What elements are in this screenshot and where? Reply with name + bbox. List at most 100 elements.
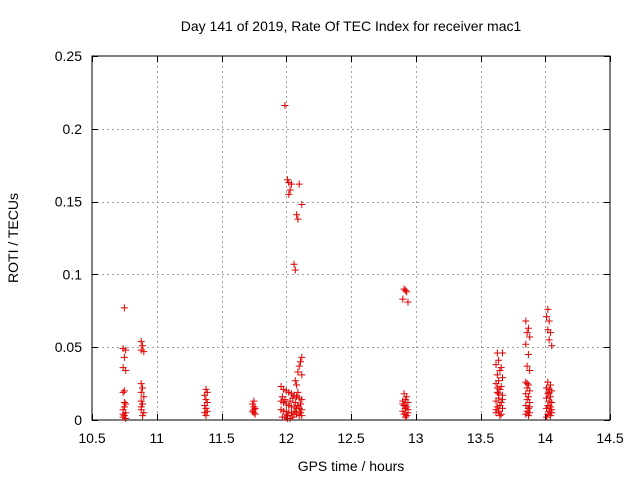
data-point (201, 401, 209, 409)
data-point (524, 412, 532, 420)
y-tick-label: 0.2 (63, 121, 83, 137)
data-point (120, 399, 128, 407)
data-point (202, 385, 210, 393)
y-tick-label: 0.05 (55, 339, 82, 355)
data-point (497, 383, 505, 391)
data-point (291, 407, 299, 415)
data-point (492, 380, 500, 388)
y-axis-title: ROTI / TECUs (5, 193, 21, 283)
data-point (548, 399, 556, 407)
data-point (120, 387, 128, 395)
data-point (545, 388, 553, 396)
data-point (404, 399, 412, 407)
data-point (286, 186, 294, 194)
data-point (139, 342, 147, 350)
data-point (290, 260, 298, 268)
data-point (281, 102, 289, 110)
data-point (119, 410, 127, 418)
data-point (499, 396, 507, 404)
data-point (298, 412, 306, 420)
data-point (546, 403, 554, 411)
data-point (399, 295, 407, 303)
data-point (548, 342, 556, 350)
data-point (139, 384, 147, 392)
data-point (524, 324, 532, 332)
data-point (289, 413, 297, 421)
data-point (250, 406, 258, 414)
data-point (497, 399, 505, 407)
data-point (140, 348, 148, 356)
data-point (293, 381, 301, 389)
data-point (201, 391, 209, 399)
y-tick-label: 0.15 (55, 194, 82, 210)
data-point (201, 409, 209, 417)
data-point (492, 406, 500, 414)
data-point (122, 400, 130, 408)
data-point (122, 346, 130, 354)
data-point (492, 361, 500, 369)
data-point (298, 201, 306, 209)
data-point (401, 413, 409, 421)
x-tick-label: 14 (537, 430, 553, 446)
data-point (543, 413, 551, 421)
data-point (294, 215, 302, 223)
data-point (294, 368, 302, 376)
x-tick-label: 13 (408, 430, 424, 446)
data-point (140, 409, 148, 417)
data-point (399, 407, 407, 415)
data-point (285, 190, 293, 198)
x-tick-label: 13.5 (467, 430, 494, 446)
data-point (202, 396, 210, 404)
data-point (139, 400, 147, 408)
data-point (403, 403, 411, 411)
data-point (493, 384, 501, 392)
data-point (526, 387, 534, 395)
data-point (281, 396, 289, 404)
data-point (287, 180, 295, 188)
x-tick-label: 10.5 (78, 430, 105, 446)
data-point (120, 412, 128, 420)
data-point (524, 404, 532, 412)
data-points (119, 102, 556, 423)
data-point (291, 266, 299, 274)
data-point (499, 404, 507, 412)
data-point (202, 404, 210, 412)
y-tick-label: 0.25 (55, 48, 82, 64)
data-point (249, 400, 257, 408)
data-point (119, 388, 127, 396)
data-point (404, 298, 412, 306)
data-point (139, 412, 147, 420)
data-point (523, 362, 531, 370)
data-point (524, 381, 532, 389)
y-tick-label: 0.1 (63, 266, 83, 282)
data-point (523, 380, 531, 388)
data-point (296, 400, 304, 408)
data-point (522, 317, 530, 325)
data-point (140, 393, 148, 401)
data-point (284, 412, 292, 420)
chart-title: Day 141 of 2019, Rate Of TEC Index for r… (181, 18, 522, 34)
data-point (293, 211, 301, 219)
x-tick-label: 12 (278, 430, 294, 446)
data-point (526, 403, 534, 411)
data-point (403, 412, 411, 420)
data-point (284, 176, 292, 184)
data-point (499, 374, 507, 382)
data-point (296, 358, 304, 366)
data-point (298, 396, 306, 404)
data-point (543, 313, 551, 321)
data-point (295, 362, 303, 370)
data-point (137, 388, 145, 396)
data-point (399, 400, 407, 408)
data-point (286, 397, 294, 405)
data-point (545, 336, 553, 344)
data-point (496, 412, 504, 420)
data-point (493, 403, 501, 411)
data-point (120, 353, 128, 361)
grid-lines (92, 56, 610, 420)
data-point (524, 393, 532, 401)
data-point (291, 377, 299, 385)
data-point (546, 381, 554, 389)
